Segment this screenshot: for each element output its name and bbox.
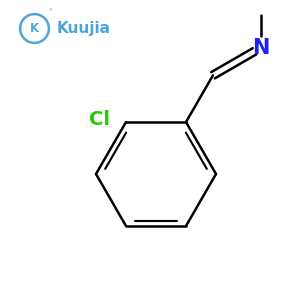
Text: °: ° [49, 10, 52, 16]
Text: K: K [30, 22, 39, 35]
Text: N: N [252, 38, 269, 58]
Text: Cl: Cl [88, 110, 110, 128]
Text: Kuujia: Kuujia [56, 21, 110, 36]
